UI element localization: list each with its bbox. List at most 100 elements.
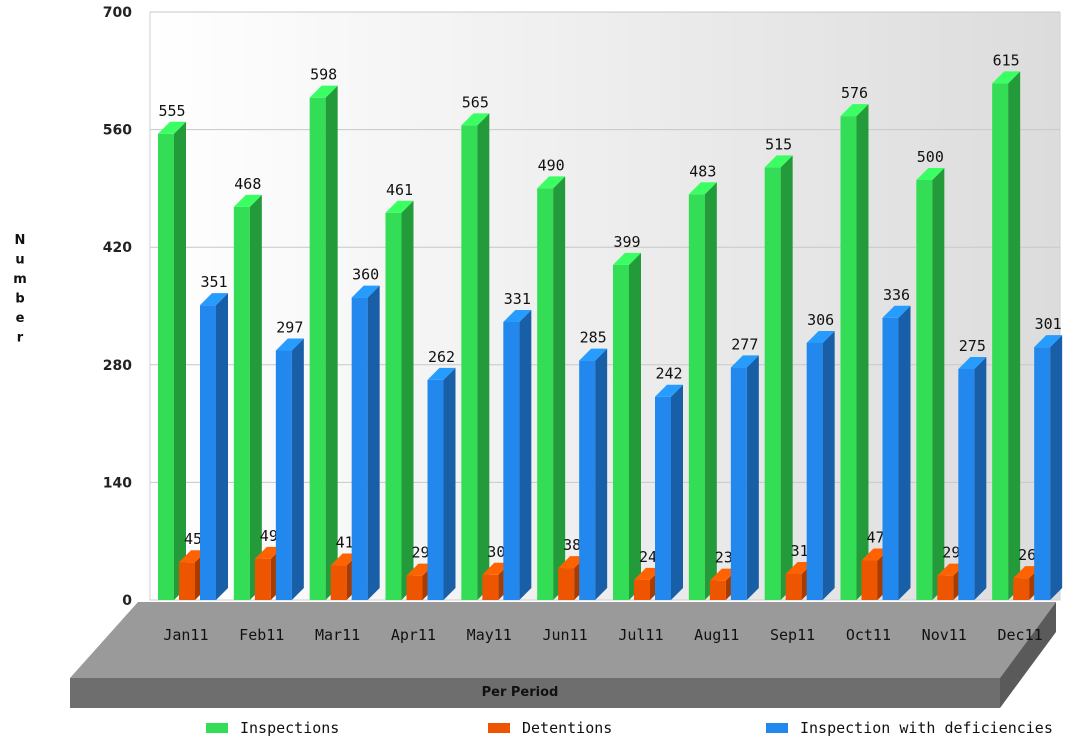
bar-front	[840, 116, 857, 600]
data-label: 277	[731, 335, 758, 353]
bar-front	[579, 360, 596, 600]
x-tick-label: Jul11	[618, 626, 663, 644]
bar-top	[275, 338, 304, 351]
bar-top	[958, 357, 987, 369]
x-tick-label: Sep11	[770, 626, 815, 644]
bar-front	[613, 264, 629, 600]
bar	[537, 176, 566, 600]
floor-top	[70, 602, 1056, 678]
bar-front	[1013, 578, 1030, 600]
data-label: 23	[715, 549, 733, 567]
bar-side	[746, 355, 759, 600]
bar-top	[916, 168, 945, 180]
data-label: 399	[613, 233, 640, 251]
bar-side	[932, 168, 945, 600]
bar-top	[764, 155, 793, 168]
bar	[840, 104, 869, 600]
data-label: 515	[765, 135, 792, 153]
legend-swatch-detentions	[488, 723, 510, 733]
y-tick-label: 700	[103, 5, 132, 21]
y-axis-title-letter: b	[15, 292, 24, 307]
bar-top	[806, 330, 835, 343]
bar-side	[856, 104, 869, 600]
bar-front	[992, 83, 1009, 600]
x-tick-label: Nov11	[922, 626, 967, 644]
data-label: 615	[993, 51, 1020, 69]
data-label: 468	[234, 175, 261, 193]
bar-front	[634, 579, 650, 600]
legend-label: Inspection with deficiencies	[800, 719, 1053, 737]
bar-top	[688, 182, 717, 195]
bar-front	[385, 212, 402, 600]
bar-side	[822, 330, 835, 600]
bar	[688, 182, 717, 600]
bars: 555 45 351 468 49 297 598 41 360 461 29 262 565 30 331…	[158, 51, 1063, 601]
x-tick-label: Apr11	[391, 626, 436, 644]
data-label: 47	[866, 529, 884, 547]
bar-top	[309, 85, 338, 98]
data-label: 297	[276, 319, 303, 337]
x-axis-categories: Jan11 Feb11 Mar11 Apr11 May11 Jun11 Jul11 Aug11…	[163, 626, 1042, 644]
legend-swatch-deficiencies	[766, 723, 788, 733]
bar	[806, 330, 835, 600]
y-axis-title-letter: r	[17, 331, 24, 346]
bar	[882, 305, 911, 600]
data-label: 565	[462, 93, 489, 111]
bar	[233, 194, 262, 600]
data-label: 483	[689, 162, 716, 180]
data-label: 490	[538, 156, 565, 174]
data-label: 331	[504, 290, 531, 308]
bar-front	[1034, 347, 1051, 600]
y-tick-label: 280	[103, 358, 132, 374]
bar	[158, 121, 186, 601]
bar-top	[351, 285, 380, 298]
bar	[200, 293, 228, 600]
x-tick-label: May11	[467, 626, 512, 644]
bar-top	[882, 305, 911, 318]
y-axis-ticks: 0 140 280 420 560 700	[103, 5, 132, 609]
legend-item-detentions: Detentions	[488, 716, 612, 740]
bar	[427, 367, 456, 600]
bar-front	[427, 379, 444, 600]
bar-side	[1050, 335, 1063, 600]
data-label: 29	[411, 544, 429, 562]
bar-front	[461, 125, 478, 601]
data-label: 26	[1018, 546, 1036, 564]
bar-side	[325, 85, 338, 601]
bar-chart: 0 140 280 420 560 700 555 45 351 468 49 297 598 41 36…	[13, 5, 1063, 708]
bar-top	[158, 121, 186, 134]
data-label: 30	[487, 543, 505, 561]
bar-front	[806, 342, 823, 600]
data-label: 45	[184, 530, 202, 548]
bar-top	[579, 348, 608, 361]
bar-front	[406, 575, 423, 600]
data-label: 555	[158, 102, 185, 120]
x-tick-label: Jan11	[163, 626, 208, 644]
data-label: 38	[563, 536, 581, 554]
bar-front	[861, 560, 878, 600]
y-tick-label: 0	[122, 593, 132, 609]
bar-top	[655, 384, 683, 397]
data-label: 351	[200, 273, 227, 291]
y-axis-title-letter: m	[13, 272, 27, 287]
bar-side	[780, 155, 793, 600]
bar-top	[613, 252, 641, 265]
data-label: 242	[655, 365, 682, 383]
legend-label: Inspections	[240, 719, 340, 737]
legend-swatch-inspections	[206, 723, 228, 733]
y-tick-label: 560	[103, 123, 132, 139]
bar-front	[730, 367, 747, 600]
x-tick-label: Oct11	[846, 626, 891, 644]
floor-front	[70, 678, 1000, 708]
bar-front	[233, 206, 250, 600]
bar-front	[916, 180, 933, 600]
data-label: 49	[260, 527, 278, 545]
x-tick-label: Aug11	[694, 626, 739, 644]
bar-top	[385, 200, 414, 213]
data-label: 24	[639, 548, 657, 566]
legend-item-deficiencies: Inspection with deficiencies	[766, 716, 1053, 740]
bar	[916, 168, 945, 600]
legend: Inspections Detentions Inspection with d…	[0, 716, 1074, 740]
bar-top	[461, 113, 490, 126]
